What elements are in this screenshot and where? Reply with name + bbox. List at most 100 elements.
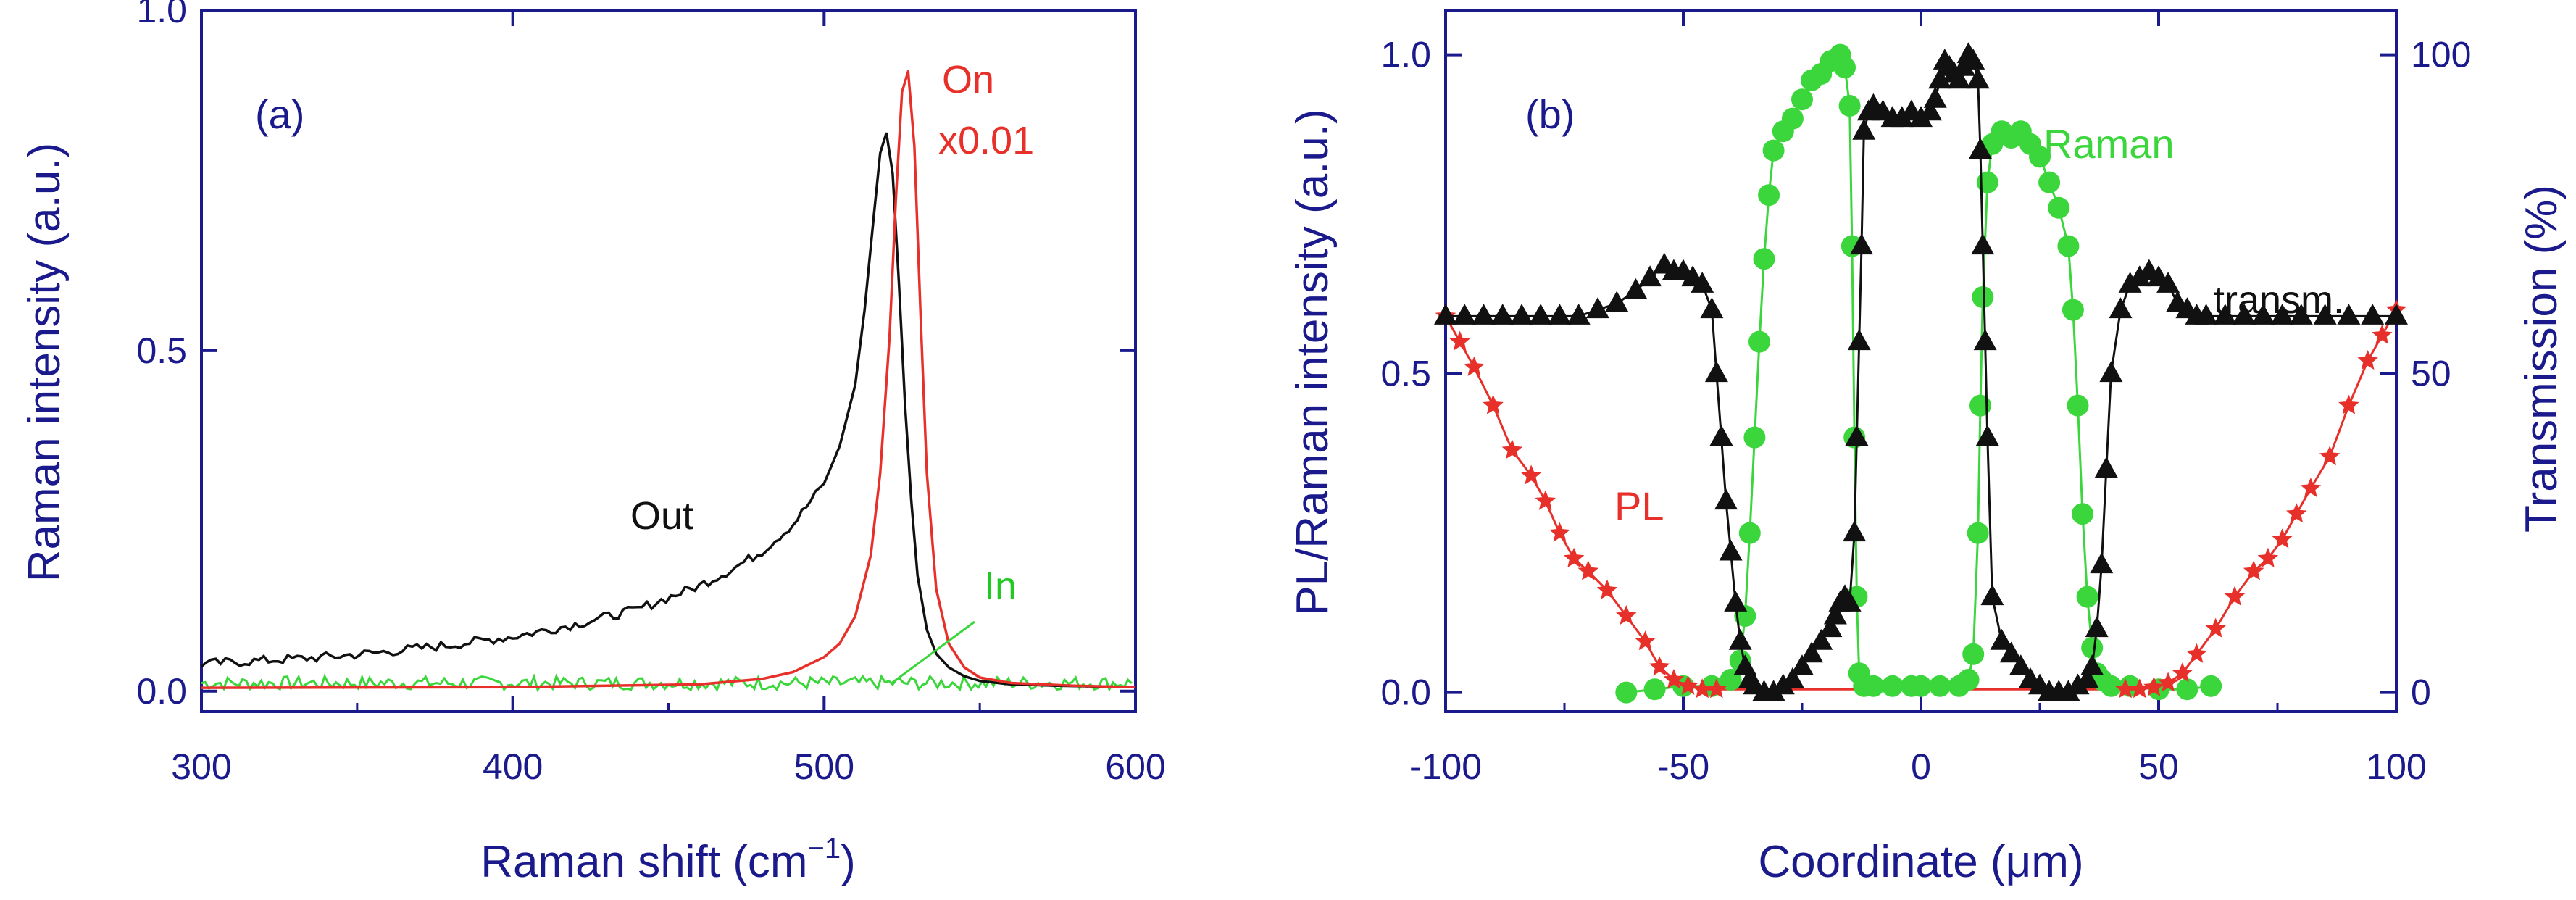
transmission-triangle-marker	[1800, 641, 1824, 663]
panel-a-y-tick-label: 0.5	[136, 330, 187, 371]
transmission-triangle-marker	[1605, 291, 1629, 312]
transmission-triangle-marker	[1971, 233, 1995, 255]
panel-a-tick-labels: 300 400 500 600 0.0 0.5 1.0	[136, 0, 1165, 787]
transmission-triangle-marker	[1973, 329, 1997, 351]
raman-circle-marker	[1972, 286, 1994, 308]
transmission-triangle-marker	[2127, 265, 2151, 287]
transmission-triangle-marker	[2090, 552, 2114, 574]
panel-a-x-tick-label: 400	[483, 746, 543, 787]
transmission-triangle-marker	[1714, 488, 1738, 510]
pl-star-marker	[2357, 350, 2378, 370]
panel-a-ticks	[200, 9, 1137, 712]
panel-a-x-axis-title: Raman shift (cm−1)	[480, 833, 856, 887]
raman-circle-marker	[1762, 139, 1785, 162]
pl-star-marker	[2286, 503, 2307, 523]
transmission-triangle-marker	[1585, 297, 1609, 319]
panel-b-label: (b)	[1525, 91, 1575, 137]
panel-b-x-tick-label: -50	[1657, 746, 1709, 787]
transmission-triangle-marker	[1809, 628, 1833, 650]
transmission-triangle-marker	[2313, 304, 2337, 325]
raman-circle-marker	[1743, 426, 1766, 449]
transmission-triangle-marker	[1838, 591, 1862, 612]
raman-circle-marker	[1838, 95, 1861, 117]
raman-circle-marker	[1615, 681, 1638, 704]
transmission-triangle-marker	[1567, 304, 1591, 325]
panel-b-x-tick-label: -100	[1409, 746, 1482, 787]
raman-circle-marker	[2057, 235, 2080, 257]
transmission-triangle-marker	[1843, 520, 1867, 542]
panel-b-x-tick-label: 50	[2138, 746, 2179, 787]
transmission-triangle-marker	[1819, 616, 1843, 638]
transmission-triangle-marker	[1728, 628, 1752, 650]
raman-circle-marker	[1862, 675, 1885, 697]
pl-star-marker	[2372, 324, 2393, 344]
raman-circle-marker	[1781, 107, 1804, 130]
transmission-triangle-marker	[1780, 667, 1804, 688]
transmission-triangle-marker	[1724, 591, 1748, 612]
panel-a-x-tick-label: 300	[171, 746, 231, 787]
pl-star-marker	[2272, 528, 2293, 549]
transmission-triangle-marker	[2194, 304, 2218, 325]
raman-circle-marker	[2048, 196, 2070, 219]
panel-b-series-pl-right	[2125, 309, 2398, 691]
transmission-triangle-marker	[2009, 654, 2033, 675]
transmission-triangle-marker	[1890, 106, 1914, 128]
raman-circle-marker	[1976, 171, 1998, 193]
pl-star-marker	[1706, 678, 1727, 699]
raman-circle-marker	[1748, 330, 1770, 353]
pl-star-marker	[1596, 579, 1618, 599]
transmission-triangle-marker	[1919, 99, 1943, 121]
transmission-triangle-marker	[2056, 680, 2080, 701]
transmission-triangle-marker	[1700, 297, 1724, 319]
transmission-triangle-marker	[1529, 304, 1553, 325]
raman-circle-marker	[1910, 675, 1932, 697]
transmission-triangle-marker	[1548, 304, 1572, 325]
panel-a-in-pointer	[891, 620, 975, 685]
pl-star-marker	[1549, 522, 1570, 542]
transmission-triangle-marker	[2075, 667, 2099, 688]
transmission-triangle-marker	[1966, 67, 1990, 89]
panel-b-y-tick-label: 0.0	[1380, 672, 1431, 713]
panel-a-series	[200, 70, 1136, 693]
pl-star-marker	[2224, 586, 2246, 606]
pl-star-marker	[2257, 547, 2279, 567]
transmission-triangle-marker	[1704, 361, 1728, 383]
transmission-triangle-marker	[1980, 584, 2004, 606]
pl-star-marker	[1449, 330, 1470, 351]
pl-star-marker	[1535, 490, 1556, 510]
pl-star-marker	[1563, 547, 1585, 567]
pl-star-marker	[1501, 439, 1523, 459]
panel-b-tick-labels: -100 -50 0 50 100 0.0 0.5 1.0 0 50 100	[1380, 35, 2471, 787]
raman-circle-marker	[2038, 171, 2061, 193]
pl-star-marker	[2172, 662, 2193, 683]
panel-b-y2-axis-title: Transmission (%)	[2517, 185, 2567, 533]
transmission-triangle-marker	[2270, 304, 2294, 325]
panel-a-series-out	[200, 132, 1136, 688]
transmission-triangle-marker	[1952, 54, 1975, 76]
transmission-triangle-marker	[2109, 297, 2133, 319]
panel-b-x-axis-title: Coordinate (μm)	[1758, 837, 2083, 887]
transmission-triangle-marker	[1969, 138, 1992, 159]
pl-star-marker	[1464, 356, 1485, 376]
panel-b-y2-tick-label: 0	[2411, 672, 2431, 713]
panel-a-y-axis-title: Raman intensity (a.u.)	[20, 143, 70, 582]
pl-star-marker	[1648, 656, 1670, 676]
raman-circle-marker	[1791, 88, 1813, 111]
raman-circle-marker	[1967, 522, 1989, 544]
transmission-triangle-marker	[1947, 67, 1971, 89]
transmission-triangle-marker	[1638, 265, 1662, 287]
panel-a-annotation-x001: x0.01	[938, 119, 1034, 162]
transmission-triangle-marker	[1850, 233, 1873, 255]
transmission-triangle-marker	[1999, 641, 2023, 663]
pl-star-marker	[2157, 672, 2179, 692]
panel-a-label: (a)	[255, 91, 304, 137]
transmission-triangle-marker	[2066, 673, 2090, 695]
raman-circle-marker	[1834, 57, 1856, 79]
raman-circle-marker	[2072, 503, 2093, 525]
raman-circle-marker	[1957, 669, 1980, 691]
transmission-triangle-marker	[2094, 457, 2118, 478]
panel-a-annotation-in: In	[984, 564, 1017, 608]
panel-b-y-axis-title: PL/Raman intensity (a.u.)	[1288, 109, 1338, 616]
raman-circle-marker	[1929, 675, 1951, 697]
